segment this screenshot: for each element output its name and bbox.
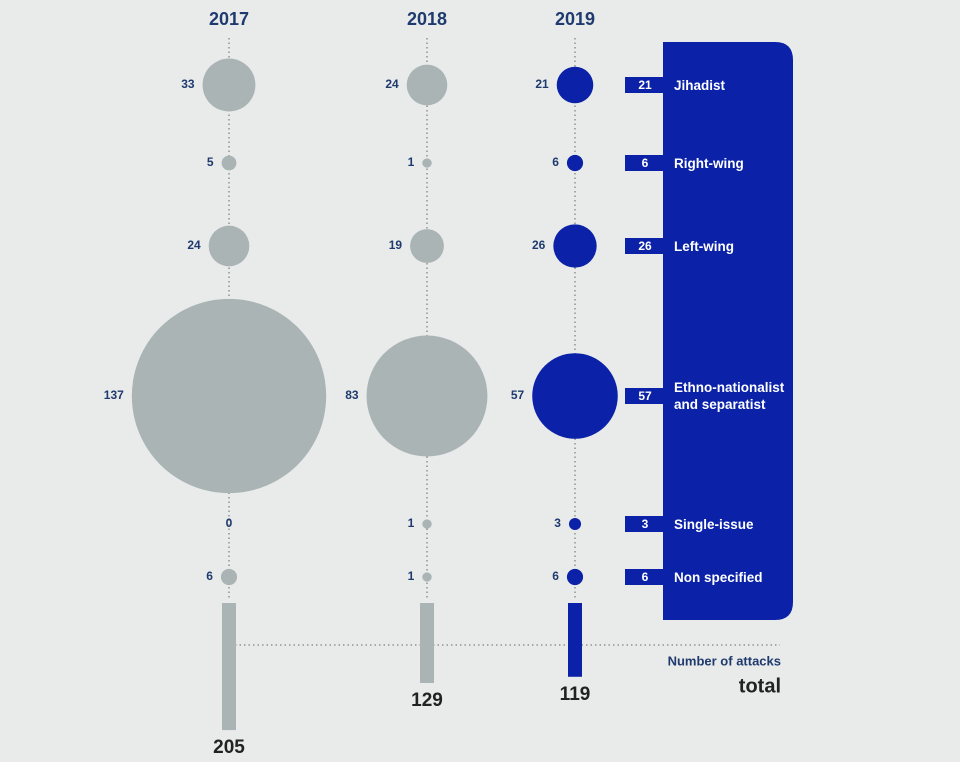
value-label: 57 [511, 388, 525, 402]
value-label: 24 [187, 238, 201, 252]
category-label: Non specified [674, 569, 763, 585]
legend-value-box [625, 155, 665, 171]
legend-value: 57 [638, 389, 652, 403]
value-label: 83 [345, 388, 359, 402]
category-label: Left-wing [674, 238, 734, 254]
legend-value: 26 [638, 239, 652, 253]
value-label: 26 [532, 238, 546, 252]
value-label: 24 [385, 77, 399, 91]
bubble [566, 154, 584, 172]
bubble [221, 155, 237, 171]
value-label: 3 [554, 516, 561, 530]
value-label: 1 [408, 155, 415, 169]
legend-value: 3 [642, 517, 649, 531]
legend-value: 6 [642, 570, 649, 584]
value-label: 6 [552, 569, 559, 583]
value-label: 19 [389, 238, 403, 252]
legend-value-box [625, 77, 665, 93]
legend-value: 6 [642, 156, 649, 170]
total-bar [568, 603, 582, 677]
total-bar [420, 603, 434, 683]
value-label: 21 [535, 77, 549, 91]
bubble [366, 335, 488, 457]
total-label: 205 [213, 737, 245, 758]
legend-value-box [625, 569, 665, 585]
legend-value-box [625, 388, 665, 404]
value-label: 6 [206, 569, 213, 583]
bubble [131, 298, 327, 494]
legend-panel [663, 42, 793, 620]
value-label: 137 [104, 388, 124, 402]
total-label: 129 [411, 690, 443, 711]
bubble [553, 224, 597, 268]
category-label: Single-issue [674, 516, 754, 532]
bubble [422, 519, 432, 529]
category-label: Right-wing [674, 155, 744, 171]
total-bar [222, 603, 236, 731]
year-label: 2018 [407, 9, 447, 29]
totals-title: total [739, 675, 781, 697]
bubble [422, 572, 432, 582]
year-label: 2019 [555, 9, 595, 29]
bubble [406, 64, 448, 106]
category-label: Ethno-nationalist and separatist [674, 380, 785, 412]
bubble [220, 568, 238, 586]
value-label: 1 [408, 569, 415, 583]
value-label: 0 [226, 516, 233, 530]
totals-caption: Number of attacks [668, 653, 781, 668]
bubble [532, 353, 618, 439]
bubble [568, 517, 582, 531]
legend-value: 21 [638, 78, 652, 92]
value-label: 5 [207, 155, 214, 169]
legend-value-box [625, 516, 665, 532]
bubble [208, 225, 250, 267]
bubble [202, 58, 256, 112]
bubble [422, 158, 432, 168]
value-label: 33 [181, 77, 195, 91]
bubble [556, 66, 594, 104]
value-label: 1 [408, 516, 415, 530]
total-label: 119 [560, 684, 591, 705]
bubble [410, 229, 444, 263]
legend-value-box [625, 238, 665, 254]
category-label: Jihadist [674, 77, 726, 93]
year-label: 2017 [209, 9, 249, 29]
bubble [566, 568, 584, 586]
value-label: 6 [552, 155, 559, 169]
